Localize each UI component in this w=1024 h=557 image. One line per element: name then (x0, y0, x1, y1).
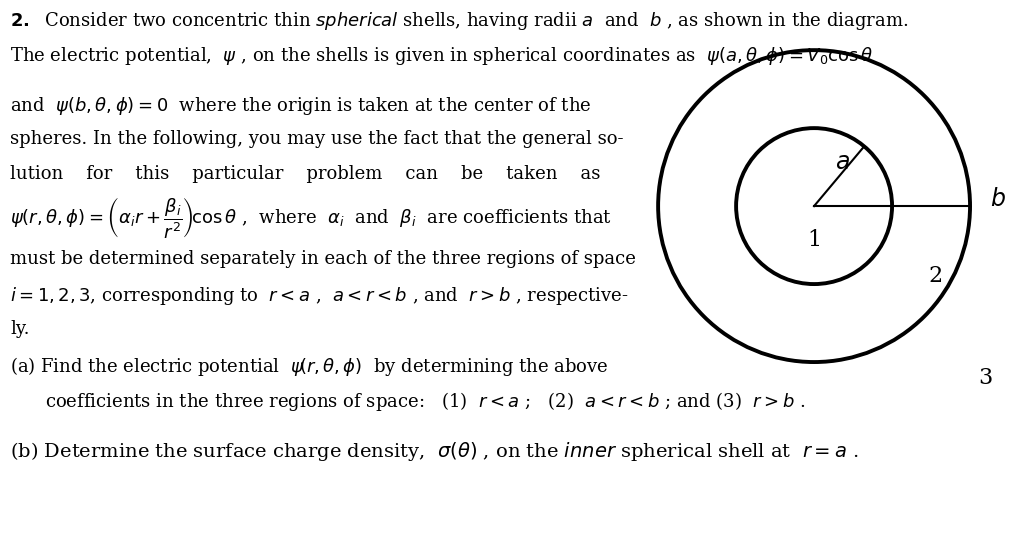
Text: The electric potential,  $\psi$ , on the shells is given in spherical coordinate: The electric potential, $\psi$ , on the … (10, 45, 873, 67)
Text: and  $\psi(b,\theta,\phi)=0$  where the origin is taken at the center of the: and $\psi(b,\theta,\phi)=0$ where the or… (10, 95, 592, 117)
Text: 3: 3 (979, 367, 992, 389)
Text: 2: 2 (929, 265, 943, 287)
Text: ly.: ly. (10, 320, 30, 338)
Text: $\mathbf{2.}$  Consider two concentric thin $\it{spherical}$ shells, having radi: $\mathbf{2.}$ Consider two concentric th… (10, 10, 908, 32)
Text: must be determined separately in each of the three regions of space: must be determined separately in each of… (10, 250, 636, 268)
Text: $i=1,2,3$, corresponding to  $r<a$ ,  $a<r<b$ , and  $r>b$ , respective-: $i=1,2,3$, corresponding to $r<a$ , $a<r… (10, 285, 629, 307)
Text: $a$: $a$ (835, 151, 850, 174)
Text: (a) Find the electric potential  $\psi\!\left(r,\theta,\phi\right)$  by determin: (a) Find the electric potential $\psi\!\… (10, 355, 608, 378)
Text: spheres. In the following, you may use the fact that the general so-: spheres. In the following, you may use t… (10, 130, 624, 148)
Text: (b) Determine the surface charge density,  $\sigma(\theta)$ , on the $\it{inner}: (b) Determine the surface charge density… (10, 440, 858, 463)
Text: $b$: $b$ (990, 188, 1006, 211)
Text: lution    for    this    particular    problem    can    be    taken    as: lution for this particular problem can b… (10, 165, 600, 183)
Text: $\psi(r,\theta,\phi)=\left(\alpha_i r+\dfrac{\beta_i}{r^2}\right)\!\cos\theta$ ,: $\psi(r,\theta,\phi)=\left(\alpha_i r+\d… (10, 195, 612, 240)
Text: 1: 1 (807, 229, 821, 251)
Text: coefficients in the three regions of space:   (1)  $r<a$ ;   (2)  $a<r<b$ ; and : coefficients in the three regions of spa… (45, 390, 806, 413)
